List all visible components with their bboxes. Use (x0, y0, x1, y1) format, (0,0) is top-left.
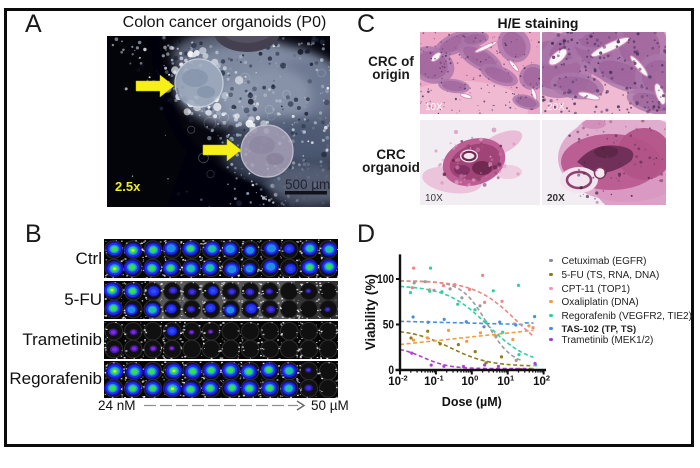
svg-text:101: 101 (497, 374, 514, 389)
svg-text:2.5x: 2.5x (115, 179, 141, 194)
svg-text:50: 50 (383, 319, 394, 332)
svg-text:100: 100 (461, 374, 478, 389)
svg-text:10-2: 10-2 (388, 374, 407, 389)
svg-text:100: 100 (377, 273, 394, 286)
svg-text:10X: 10X (425, 102, 443, 113)
svg-text:500 µm: 500 µm (285, 177, 330, 192)
svg-text:0: 0 (388, 364, 394, 377)
svg-text:10-1: 10-1 (424, 374, 443, 389)
svg-text:20X: 20X (547, 102, 565, 113)
svg-text:102: 102 (533, 374, 550, 389)
svg-text:Viability (%): Viability (%) (363, 274, 378, 350)
svg-text:10X: 10X (425, 193, 443, 204)
svg-text:Dose (µM): Dose (µM) (442, 395, 502, 409)
svg-text:20X: 20X (547, 193, 565, 204)
